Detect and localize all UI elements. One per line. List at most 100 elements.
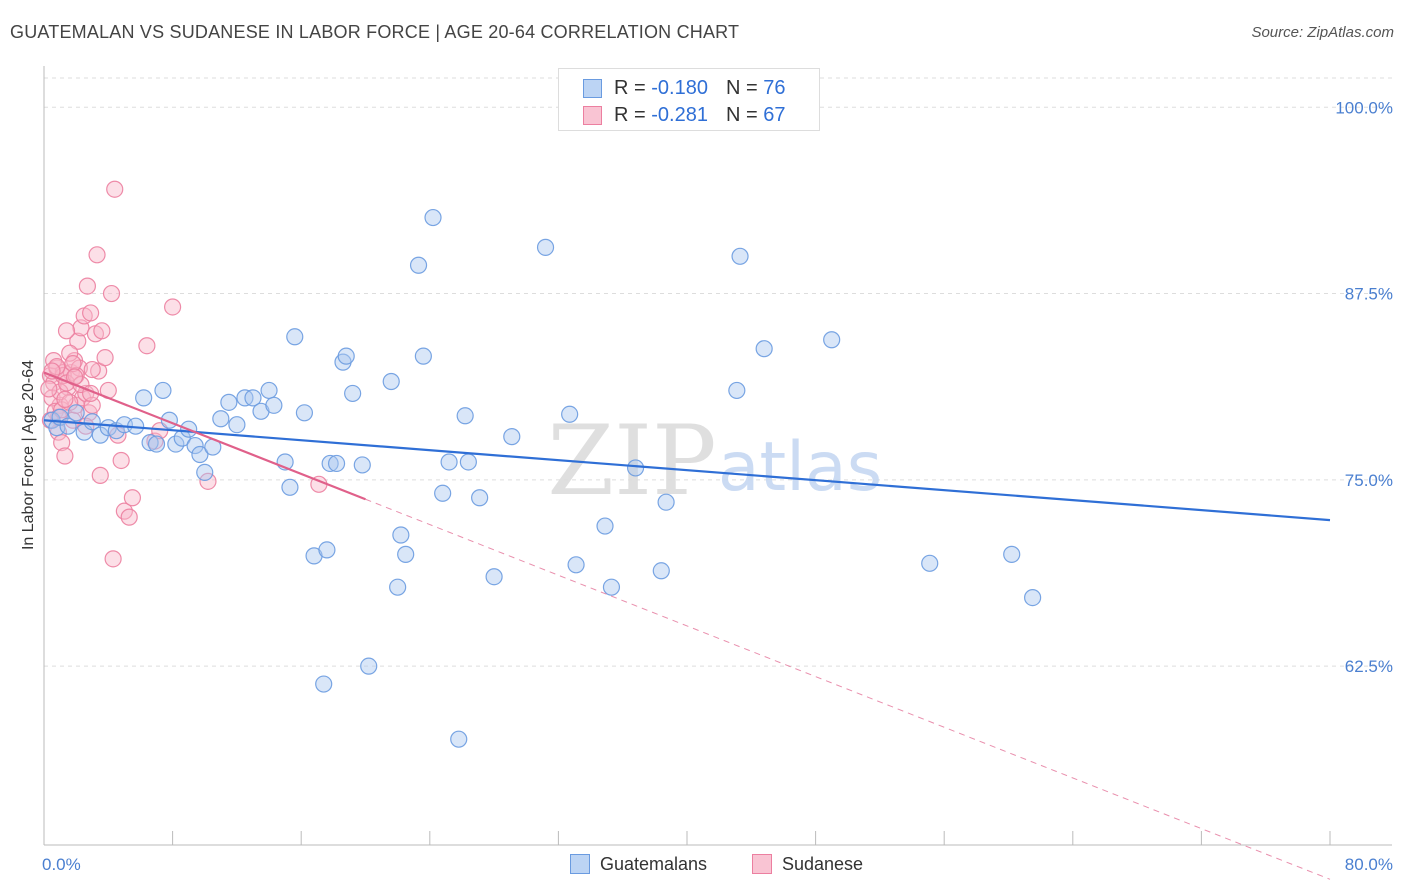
data-point: [596, 517, 614, 535]
data-point: [186, 436, 204, 455]
data-point: [657, 493, 675, 511]
data-point: [295, 404, 314, 422]
data-point: [652, 562, 670, 580]
data-point: [191, 445, 209, 464]
axes: [43, 66, 1392, 846]
data-point: [286, 328, 304, 346]
data-point: [69, 332, 87, 350]
data-point: [120, 508, 138, 526]
data-point: [106, 180, 124, 198]
n-label: N =: [725, 103, 758, 126]
data-point: [104, 550, 122, 568]
sudanese-swatch: [583, 105, 602, 125]
data-point: [360, 657, 378, 675]
data-point: [728, 381, 746, 400]
data-point: [344, 384, 362, 403]
data-point: [244, 389, 262, 407]
data-point: [337, 347, 355, 365]
y-tick-label: 100.0%: [1335, 98, 1393, 117]
data-point: [440, 453, 458, 471]
data-point: [318, 541, 336, 559]
n-label: N =: [725, 76, 758, 99]
data-point: [199, 472, 217, 490]
data-point: [731, 247, 749, 265]
data-point: [414, 347, 432, 365]
data-point: [434, 484, 452, 502]
data-point: [88, 246, 106, 264]
r-label: R =: [614, 103, 646, 126]
data-point: [353, 456, 371, 474]
data-point: [40, 380, 58, 398]
data-point: [123, 489, 142, 507]
x-tick-label: 80.0%: [1345, 855, 1393, 874]
bottom-legend-sudanese[interactable]: Sudanese: [752, 853, 863, 875]
data-point: [83, 360, 101, 379]
data-point: [409, 256, 428, 274]
sudanese-points: [40, 180, 328, 568]
data-point: [382, 372, 400, 391]
data-point: [450, 730, 468, 748]
n-value: 76: [763, 76, 786, 99]
x-tick-labels: 0.0% 80.0%: [42, 855, 1393, 874]
data-point: [57, 322, 76, 340]
legend-label: Sudanese: [782, 853, 864, 874]
data-point: [83, 413, 101, 431]
data-point: [921, 554, 939, 572]
data-point: [56, 390, 74, 408]
legend-row-guatemalans: R = -0.180 N = 76: [583, 77, 785, 99]
trend-line-sudanese-extrapolated: [365, 498, 1331, 880]
data-point: [397, 545, 415, 563]
data-point: [164, 298, 182, 316]
trend-line-guatemalans: [43, 419, 1331, 522]
data-point: [91, 466, 109, 484]
data-point: [141, 433, 159, 452]
data-point: [602, 578, 621, 596]
data-point: [561, 405, 579, 423]
r-value: -0.180: [651, 76, 708, 99]
data-point: [220, 393, 238, 411]
data-point: [61, 344, 79, 362]
data-point: [485, 568, 503, 586]
data-point: [96, 349, 114, 367]
data-point: [167, 435, 185, 453]
data-point: [228, 416, 246, 434]
data-point: [755, 340, 773, 358]
data-point: [61, 393, 79, 411]
data-point: [102, 284, 121, 303]
data-point: [138, 337, 156, 355]
n-value: 67: [763, 103, 786, 126]
data-point: [154, 381, 172, 400]
data-point: [327, 454, 346, 473]
data-point: [389, 578, 407, 596]
guatemalans-swatch: [570, 854, 590, 874]
data-point: [626, 459, 645, 477]
data-point: [1024, 588, 1042, 607]
data-point: [567, 556, 585, 574]
chart-title: GUATEMALAN VS SUDANESE IN LABOR FORCE | …: [10, 22, 740, 42]
stats-legend: R = -0.180 N = 76 R = -0.281 N = 67: [558, 68, 820, 131]
data-point: [471, 489, 489, 507]
r-value: -0.281: [651, 103, 708, 126]
data-point: [82, 304, 100, 322]
watermark: ZIP atlas: [547, 405, 882, 517]
data-point: [265, 396, 283, 414]
gridlines: [44, 77, 1392, 667]
data-point: [424, 208, 442, 227]
data-point: [56, 447, 74, 465]
watermark-atlas: atlas: [718, 428, 882, 507]
sudanese-swatch: [752, 854, 772, 874]
data-point: [78, 277, 97, 295]
guatemalans-swatch: [583, 78, 602, 98]
data-point: [503, 428, 521, 446]
y-tick-label: 62.5%: [1345, 657, 1393, 676]
data-point: [212, 410, 230, 428]
data-point: [135, 389, 153, 407]
data-point: [64, 355, 82, 373]
legend-label: Guatemalans: [600, 853, 708, 874]
legend-row-sudanese: R = -0.281 N = 67: [583, 104, 785, 126]
data-point: [459, 453, 477, 471]
bottom-legend-guatemalans[interactable]: Guatemalans: [570, 853, 707, 875]
data-point: [823, 331, 841, 349]
y-tick-label: 75.0%: [1345, 471, 1393, 490]
